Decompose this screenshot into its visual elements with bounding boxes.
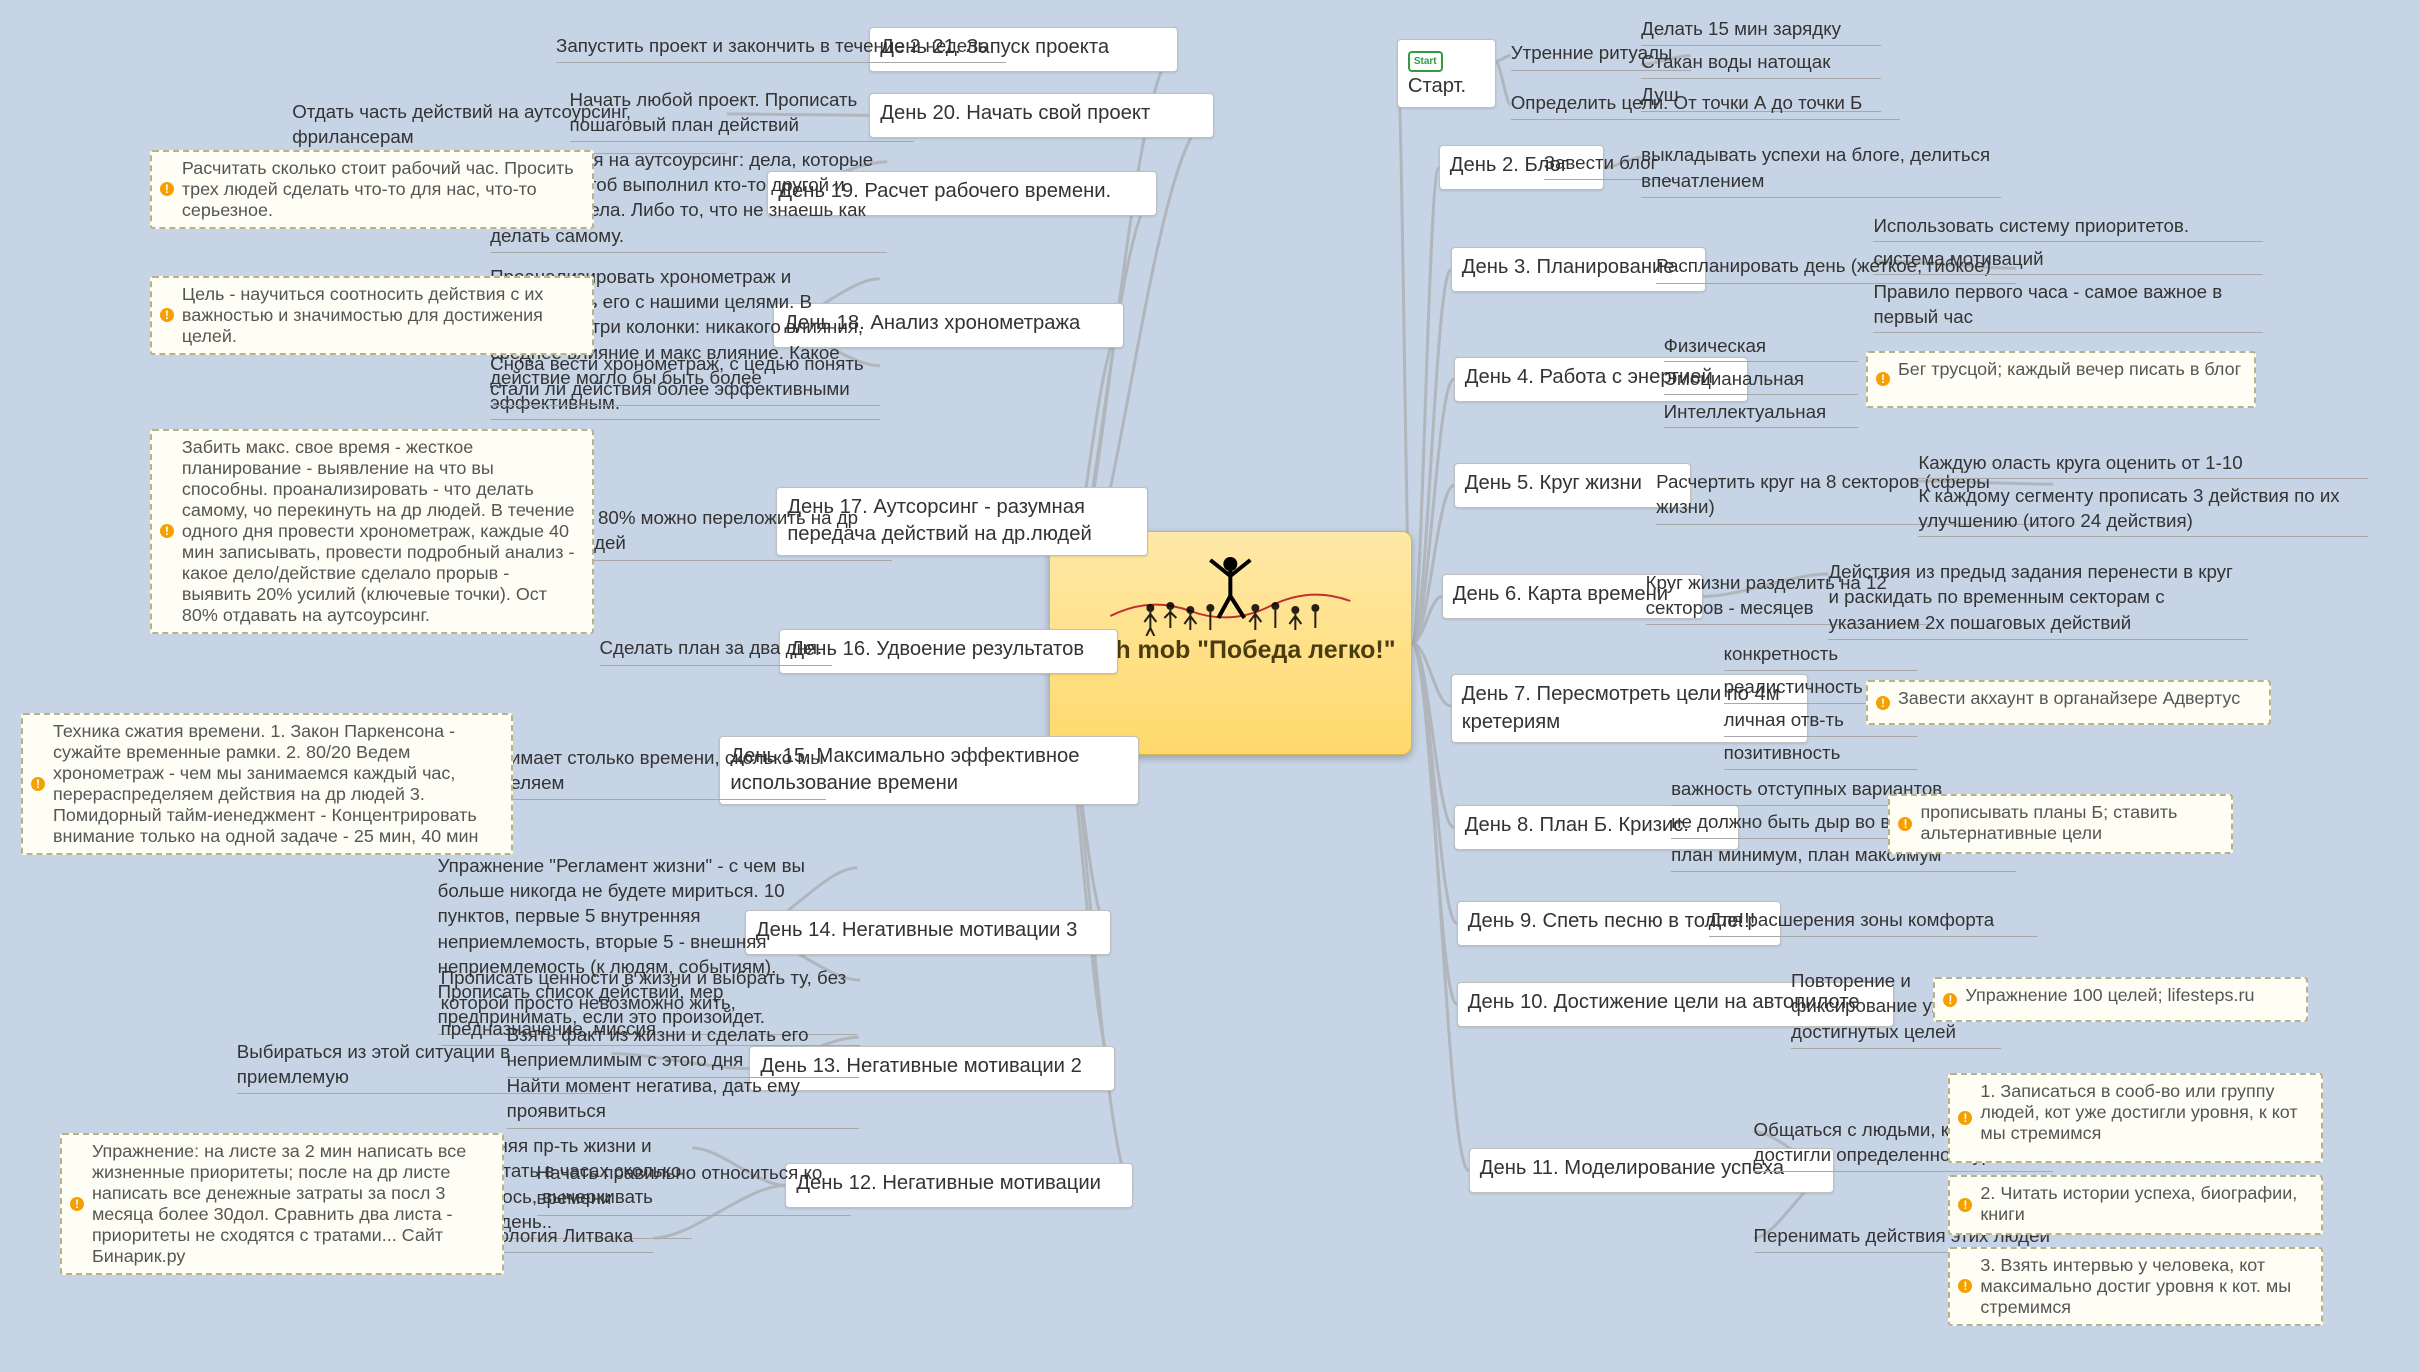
callout-note: 1. Записаться в сооб-во или группу людей… bbox=[1948, 1073, 2323, 1163]
list-item: Интеллектуальная bbox=[1664, 399, 1859, 428]
callout-note: Забить макс. свое время - жесткое планир… bbox=[150, 429, 594, 634]
list-item: Каждую оласть круга оценить от 1-10 bbox=[1918, 450, 2368, 479]
callout-note: Бег трусцой; каждый вечер писать в блог bbox=[1866, 351, 2256, 408]
topic-label: День 5. Круг жизни bbox=[1465, 472, 1642, 494]
topic-label: День 11. Моделирование успеха bbox=[1480, 1157, 1784, 1179]
list-item: К каждому сегменту прописать 3 действия … bbox=[1918, 483, 2368, 538]
callout-note: 3. Взять интервью у человека, кот максим… bbox=[1948, 1247, 2323, 1326]
topic-label: День 20. Начать свой проект bbox=[880, 102, 1150, 124]
callout-note: Упражнение 100 целей; lifesteps.ru bbox=[1933, 977, 2308, 1022]
callout-note: Расчитать сколько стоит рабочий час. Про… bbox=[150, 150, 594, 229]
list-item: позитивность bbox=[1724, 740, 1919, 769]
list-item: Физическая bbox=[1664, 333, 1859, 362]
topic-node[interactable]: StartСтарт. bbox=[1397, 39, 1496, 108]
callout-note: Цель - научиться соотносить действия с и… bbox=[150, 276, 594, 355]
list-item: Стакан воды натощак bbox=[1641, 49, 1881, 78]
list-item: Делать 15 мин зарядку bbox=[1641, 16, 1881, 45]
callout-note: Техника сжатия времени. 1. Закон Паркенс… bbox=[21, 713, 513, 855]
sub-topic: Выбираться из этой ситуации в приемлемую bbox=[237, 1039, 612, 1095]
sub-topic: Для расшерения зоны комфорта bbox=[1709, 907, 2039, 937]
sub-topic: выкладывать успехи на блоге, делиться вп… bbox=[1641, 142, 2001, 198]
topic-label: День 16. Удвоение результатов bbox=[790, 638, 1084, 660]
start-icon: Start bbox=[1408, 51, 1443, 73]
list-item: конкретность bbox=[1724, 641, 1919, 670]
list-item: Эмоцианальная bbox=[1664, 366, 1859, 395]
list-item: система мотиваций bbox=[1873, 246, 2263, 275]
sub-topic: Действия из предыд задания перенести в к… bbox=[1828, 559, 2248, 640]
topic-node[interactable]: День 20. Начать свой проект bbox=[869, 93, 1214, 138]
callout-note: Упражнение: на листе за 2 мин написать в… bbox=[60, 1133, 504, 1275]
sub-topic: Определить цели. От точки А до точки Б bbox=[1511, 90, 1901, 120]
topic-label: День 3. Планирование bbox=[1462, 256, 1675, 278]
central-illustration bbox=[1050, 546, 1411, 636]
topic-label: День 6. Карта времени bbox=[1453, 583, 1668, 605]
sub-topic: Снова вести хронометраж, с цедью понять … bbox=[490, 351, 880, 407]
topic-label: Старт. bbox=[1408, 75, 1466, 97]
callout-note: Завести акхаунт в органайзере Адвертус bbox=[1866, 680, 2271, 725]
topic-node[interactable]: День 5. Круг жизни bbox=[1454, 463, 1691, 508]
sub-topic: До 80% можно переложить на др людей bbox=[570, 505, 892, 561]
sub-topic: Запустить проект и закончить в течение 2… bbox=[556, 33, 1006, 63]
list-item: Использовать систему приоритетов. bbox=[1873, 213, 2263, 242]
callout-note: 2. Читать истории успеха, биографии, кни… bbox=[1948, 1175, 2323, 1235]
list-item: Правило первого часа - самое важное в пе… bbox=[1873, 279, 2263, 334]
callout-note: прописывать планы Б; ставить альтернатив… bbox=[1888, 794, 2233, 854]
mindmap-canvas: Flash mob "Победа легко!" StartСтарт.Утр… bbox=[0, 0, 2419, 1372]
sub-topic: Сделать план за два дня. bbox=[600, 635, 832, 665]
topic-label: День 8. План Б. Кризис. bbox=[1465, 814, 1689, 836]
